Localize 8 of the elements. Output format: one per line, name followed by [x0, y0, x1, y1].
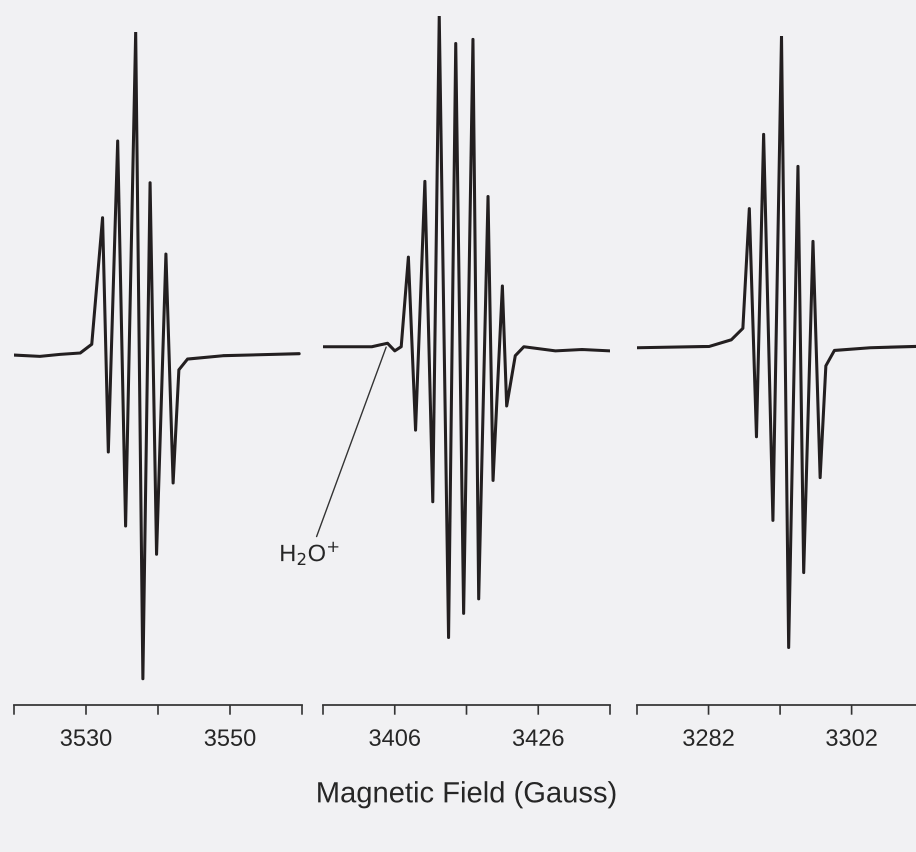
x-tick-label: 3282 — [683, 729, 734, 746]
x-tick-label: 3550 — [204, 729, 256, 746]
x-tick-label: 3530 — [60, 729, 112, 746]
x-tick-label: 3406 — [369, 729, 420, 746]
x-axis-title: Magnetic Field (Gauss) — [318, 781, 616, 808]
x-tick-label: 3302 — [826, 729, 877, 746]
annotation: H$_{2}$O$^{+}$ — [281, 542, 338, 565]
x-tick-label: 3426 — [512, 729, 564, 746]
